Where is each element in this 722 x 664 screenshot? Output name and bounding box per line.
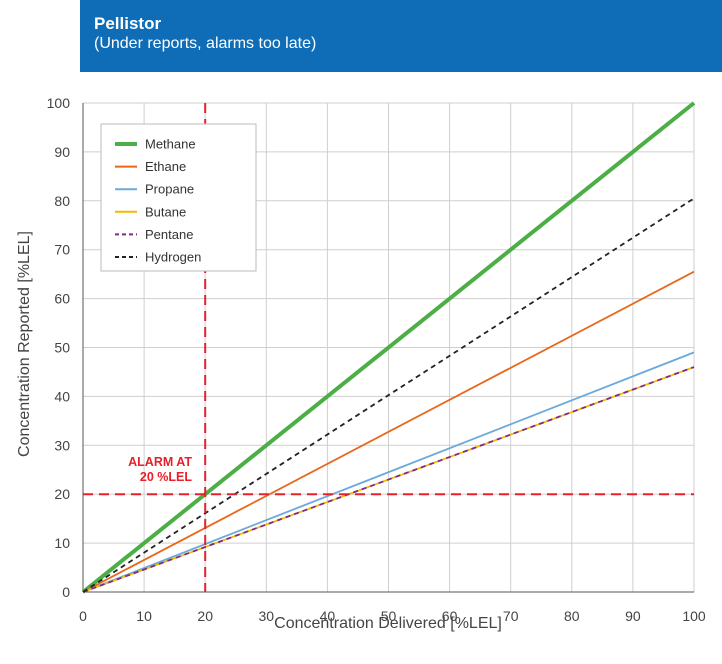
x-tick-label: 40 [320, 608, 336, 624]
y-axis-label: Concentration Reported [%LEL] [16, 231, 33, 457]
y-tick-label: 90 [54, 144, 70, 160]
x-tick-label: 90 [625, 608, 641, 624]
x-tick-label: 80 [564, 608, 580, 624]
series-line-propane [82, 351, 695, 593]
x-tick-label: 30 [259, 608, 275, 624]
x-tick-label: 0 [79, 608, 87, 624]
axes [82, 103, 694, 593]
chart-header-banner: Pellistor (Under reports, alarms too lat… [80, 0, 722, 72]
chart-title: Pellistor [94, 14, 162, 33]
legend-label-ethane: Ethane [145, 159, 186, 174]
x-tick-label: 70 [503, 608, 519, 624]
x-tick-label: 10 [136, 608, 152, 624]
y-tick-label: 60 [54, 291, 70, 307]
alarm-label-line-1: ALARM AT [128, 455, 192, 469]
x-tick-label: 50 [381, 608, 397, 624]
series-lines [81, 101, 696, 594]
legend-label-butane: Butane [145, 204, 186, 219]
y-tick-label: 40 [54, 388, 70, 404]
series-line-methane [81, 101, 696, 594]
series-line-pentane [82, 366, 695, 593]
legend-label-methane: Methane [145, 137, 196, 152]
series-line-ethane [82, 270, 695, 593]
x-tick-label: 60 [442, 608, 458, 624]
chart-subtitle: (Under reports, alarms too late) [94, 35, 317, 52]
legend-label-propane: Propane [145, 182, 194, 197]
legend-label-pentane: Pentane [145, 227, 193, 242]
legend: Methane Ethane Propane Butane Pentane Hydroge… [100, 123, 257, 272]
y-tick-label: 10 [54, 535, 70, 551]
y-tick-labels: 0 10 20 30 40 50 60 70 80 90 100 [47, 95, 71, 600]
x-tick-label: 100 [682, 608, 706, 624]
y-tick-label: 70 [54, 242, 70, 258]
legend-box [100, 123, 257, 272]
y-tick-label: 50 [54, 340, 70, 356]
x-axis-label: Concentration Delivered [%LEL] [274, 615, 502, 632]
y-tick-label: 20 [54, 486, 70, 502]
y-tick-label: 80 [54, 193, 70, 209]
series-line-hydrogen [82, 197, 695, 593]
y-tick-label: 30 [54, 437, 70, 453]
x-tick-labels: 0 10 20 30 40 50 60 70 80 90 100 [79, 608, 706, 624]
x-tick-label: 20 [197, 608, 213, 624]
y-tick-label: 0 [62, 584, 70, 600]
y-tick-label: 100 [47, 95, 71, 111]
alarm-label-line-2: 20 %LEL [140, 470, 192, 484]
legend-label-hydrogen: Hydrogen [145, 250, 201, 265]
